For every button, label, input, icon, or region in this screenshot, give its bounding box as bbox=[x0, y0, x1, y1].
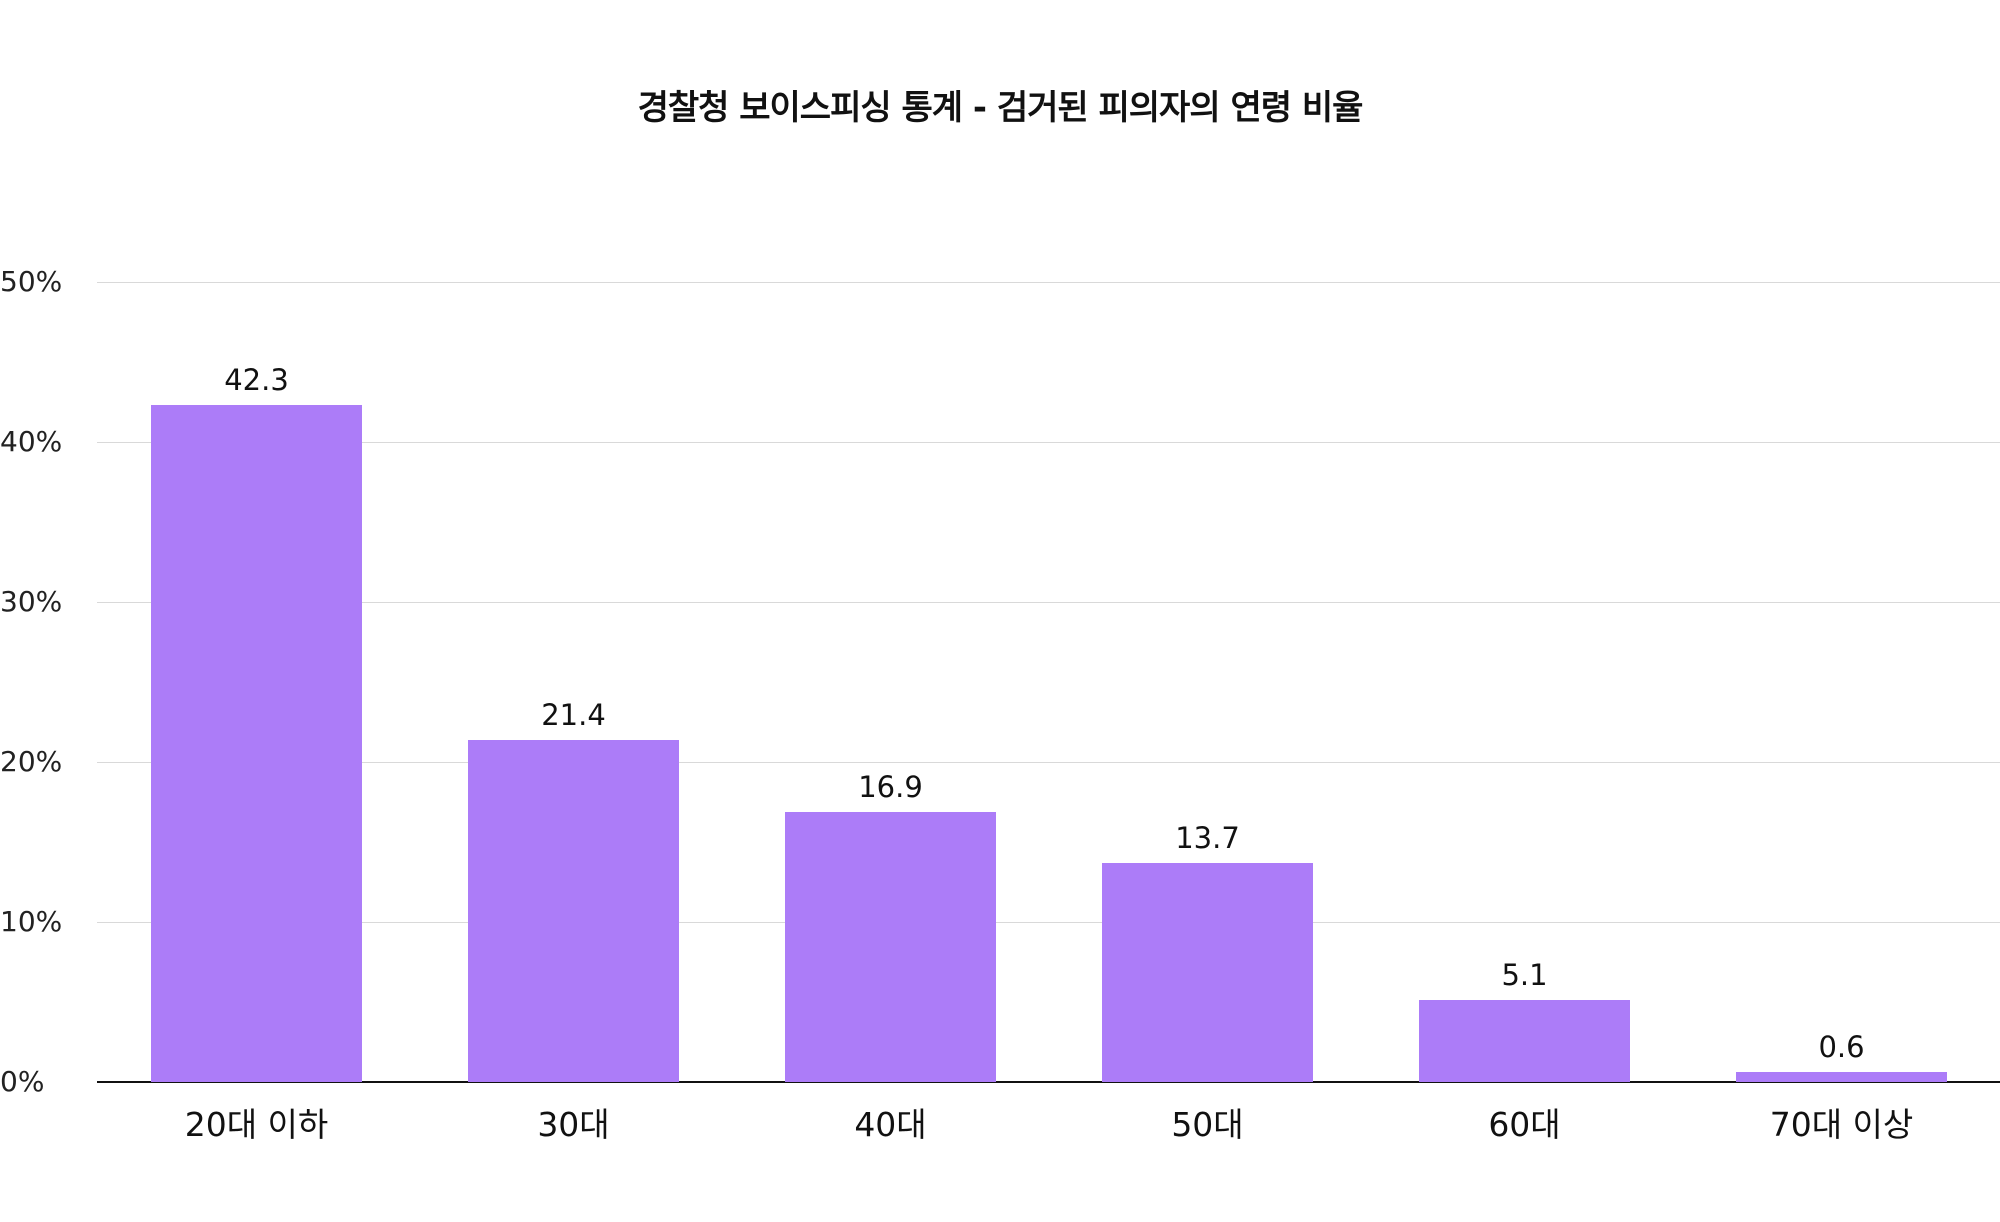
y-tick-label: 0% bbox=[0, 1065, 45, 1098]
bar bbox=[1736, 1072, 1947, 1082]
y-tick-label: 10% bbox=[0, 905, 63, 938]
y-tick-label: 30% bbox=[0, 585, 63, 618]
bar bbox=[151, 405, 362, 1082]
x-tick-label: 50대 bbox=[1171, 1105, 1244, 1144]
bar bbox=[1102, 862, 1313, 1082]
bar bbox=[1419, 1000, 1630, 1082]
gridline bbox=[97, 762, 2000, 763]
bar-value-label: 5.1 bbox=[1501, 958, 1548, 993]
gridline bbox=[97, 282, 2000, 283]
bar-value-label: 0.6 bbox=[1818, 1030, 1865, 1065]
plot-area: 42.3 20대 이하 21.4 30대 16.9 40대 13.7 50대 5.1 60대 0.6… bbox=[97, 0, 2000, 1222]
gridline bbox=[97, 602, 2000, 603]
x-axis-line bbox=[97, 1081, 2000, 1083]
x-tick-label: 70대 이상 bbox=[1769, 1105, 1914, 1144]
bar bbox=[468, 739, 679, 1082]
bar-value-label: 42.3 bbox=[224, 363, 289, 398]
x-tick-label: 60대 bbox=[1488, 1105, 1561, 1144]
gridline bbox=[97, 922, 2000, 923]
x-tick-label: 20대 이하 bbox=[184, 1105, 329, 1144]
gridline bbox=[97, 442, 2000, 443]
bar bbox=[785, 811, 996, 1082]
bar-value-label: 13.7 bbox=[1175, 820, 1240, 855]
y-tick-label: 20% bbox=[0, 745, 63, 778]
bar-value-label: 16.9 bbox=[858, 769, 923, 804]
bar-value-label: 21.4 bbox=[541, 697, 606, 732]
chart-title: 경찰청 보이스피싱 통계 - 검거된 피의자의 연령 비율 bbox=[637, 88, 1364, 128]
y-tick-label: 50% bbox=[0, 265, 63, 298]
x-tick-label: 30대 bbox=[537, 1105, 610, 1144]
y-tick-label: 40% bbox=[0, 425, 63, 458]
x-tick-label: 40대 bbox=[854, 1105, 927, 1144]
